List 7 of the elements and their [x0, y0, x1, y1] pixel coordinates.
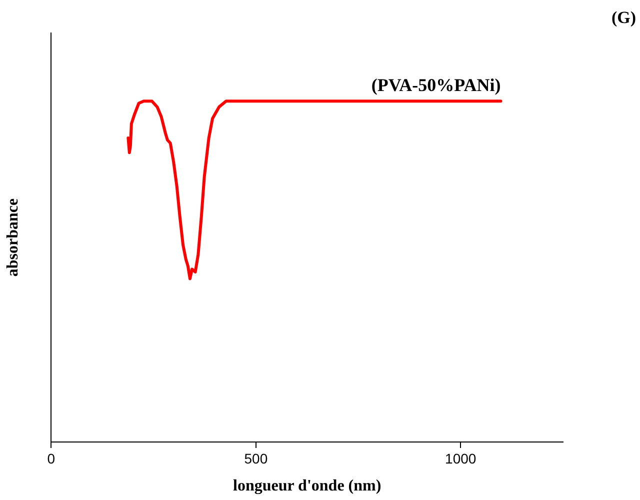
x-tick-label: 500	[244, 450, 268, 466]
series-label: (PVA-50%PANi)	[371, 74, 501, 95]
x-axis-title: longueur d'onde (nm)	[233, 478, 382, 495]
x-tick-label: 0	[47, 450, 56, 466]
text: (G)	[611, 8, 636, 27]
y-axis-title: absorbance	[4, 198, 22, 277]
x-tick-label: 1000	[445, 450, 476, 466]
